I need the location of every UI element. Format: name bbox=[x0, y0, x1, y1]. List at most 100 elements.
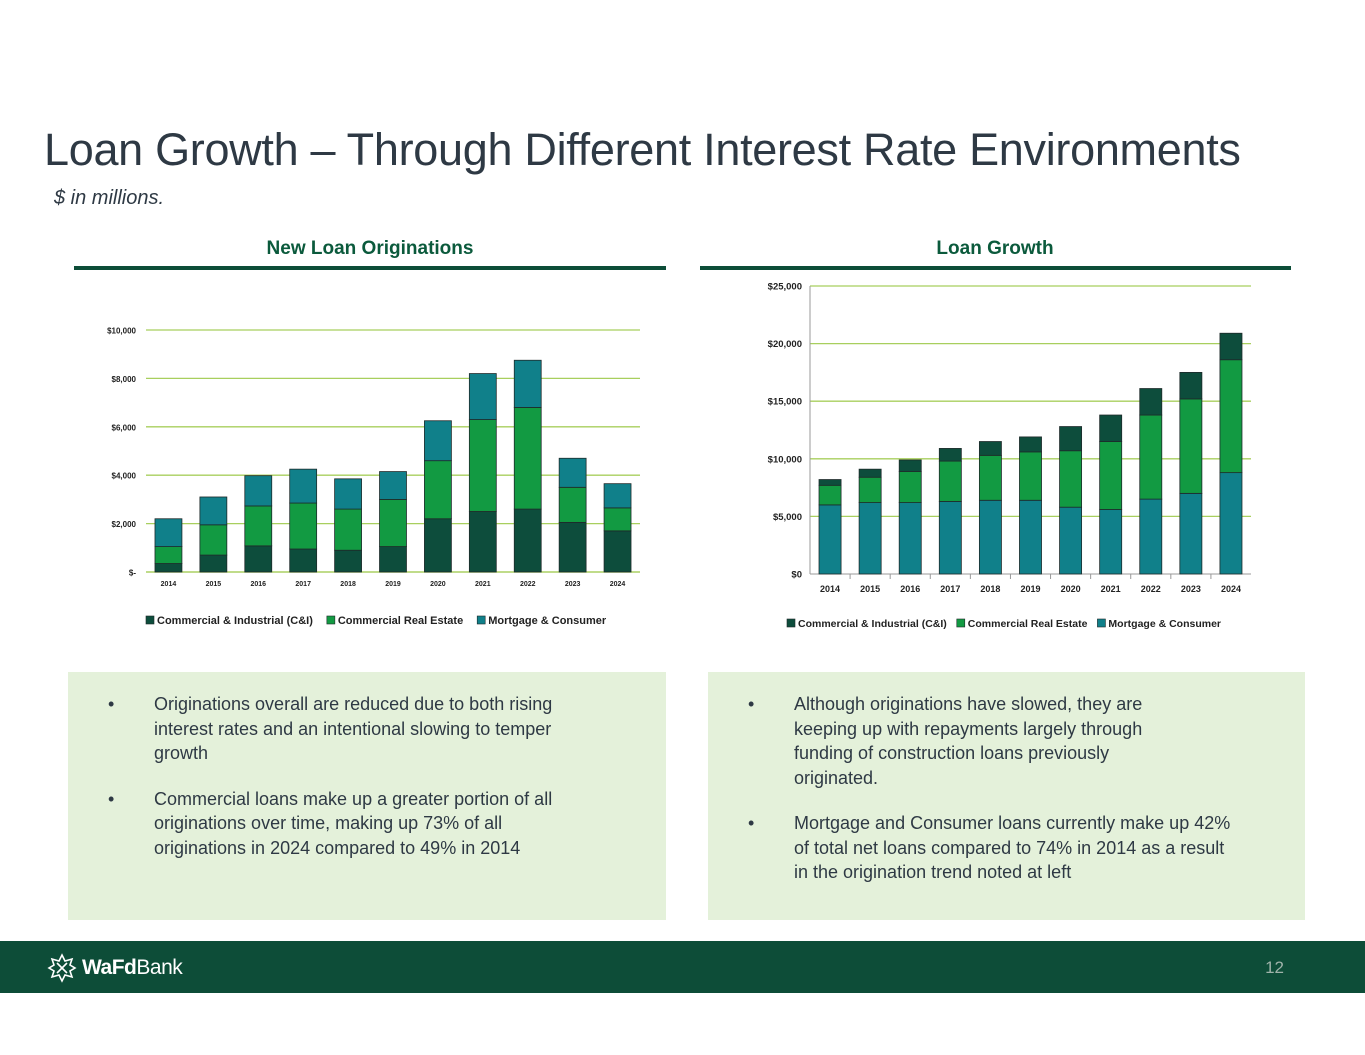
bullet-glyph: • bbox=[108, 788, 115, 809]
bar-segment bbox=[858, 476, 882, 503]
bar-segment bbox=[978, 454, 1002, 501]
bar-segment bbox=[858, 502, 882, 575]
legend-entry: Mortgage & Consumer bbox=[1108, 618, 1221, 630]
bar-segment bbox=[424, 460, 452, 520]
x-tick-label: 2016 bbox=[900, 584, 920, 594]
bar-segment bbox=[199, 524, 228, 556]
bar-segment bbox=[978, 441, 1002, 456]
y-tick-label: $20,000 bbox=[768, 339, 802, 350]
y-tick-label: $0 bbox=[791, 570, 802, 581]
bar-segment bbox=[1099, 441, 1123, 510]
bar-segment bbox=[468, 373, 497, 420]
brand-logo: WaFdBank bbox=[46, 952, 183, 984]
page-title: Loan Growth – Through Different Interest… bbox=[44, 124, 1241, 175]
bar-segment bbox=[1139, 388, 1163, 416]
bar-segment bbox=[1219, 472, 1243, 575]
y-tick-label: $4,000 bbox=[112, 472, 137, 481]
bar-segment bbox=[379, 498, 407, 547]
bar-segment bbox=[558, 486, 587, 523]
right-commentary-box: • Although originations have slowed, the… bbox=[708, 672, 1305, 920]
bar-segment bbox=[1099, 509, 1123, 575]
x-tick-label: 2014 bbox=[161, 581, 177, 588]
brand-name-rest: Bank bbox=[136, 956, 183, 979]
bar-segment bbox=[558, 457, 587, 488]
y-tick-label: $6,000 bbox=[112, 423, 137, 432]
bar-segment bbox=[334, 508, 362, 551]
legend-swatch bbox=[145, 615, 155, 625]
bar-segment bbox=[1059, 426, 1083, 452]
bar-segment bbox=[289, 502, 318, 550]
wafd-leaf-icon bbox=[47, 953, 77, 983]
bar-segment bbox=[424, 518, 452, 573]
x-tick-label: 2022 bbox=[520, 581, 536, 588]
y-tick-label: $8,000 bbox=[112, 375, 137, 384]
legend-entry: Mortgage & Consumer bbox=[488, 615, 607, 627]
bar-segment bbox=[898, 459, 922, 472]
x-tick-label: 2019 bbox=[385, 581, 401, 588]
bar-segment bbox=[1059, 450, 1083, 508]
bar-segment bbox=[334, 478, 362, 510]
x-tick-label: 2014 bbox=[820, 584, 840, 594]
legend-swatch bbox=[1097, 618, 1106, 628]
left-bullet-2-text: Commercial loans make up a greater porti… bbox=[154, 788, 553, 858]
chart-1-group: $0 $5,000 $10,000 $15,000 $20,000 $25,000 2014… bbox=[768, 282, 1251, 630]
bar-segment bbox=[818, 504, 842, 575]
x-tick-label: 2023 bbox=[565, 581, 581, 588]
bar-segment bbox=[603, 483, 632, 509]
x-tick-label: 2018 bbox=[980, 584, 1000, 594]
y-tick-label: $2,000 bbox=[112, 520, 137, 529]
left-bullet-1: • Originations overall are reduced due t… bbox=[108, 692, 630, 766]
y-tick-label: $10,000 bbox=[107, 327, 136, 336]
bar-segment bbox=[1059, 506, 1083, 575]
x-tick-label: 2021 bbox=[1101, 584, 1121, 594]
legend-entry: Commercial & Industrial (C&I) bbox=[798, 618, 947, 630]
y-tick-label: $- bbox=[129, 569, 136, 578]
bar-segment bbox=[424, 420, 452, 462]
left-panel-heading: New Loan Originations bbox=[266, 238, 474, 259]
bar-segment bbox=[379, 546, 407, 573]
legend-swatch bbox=[476, 615, 486, 625]
bar-segment bbox=[1139, 414, 1163, 500]
brand-name-bold: WaFd bbox=[82, 956, 137, 979]
left-panel-rule bbox=[74, 266, 666, 270]
bar-segment bbox=[898, 502, 922, 575]
right-bullet-1-text: Although originations have slowed, they … bbox=[794, 694, 1143, 788]
y-tick-label: $25,000 bbox=[768, 282, 802, 293]
bar-segment bbox=[199, 496, 228, 526]
bar-segment bbox=[978, 499, 1002, 575]
bar-segment bbox=[513, 508, 542, 573]
x-tick-label: 2016 bbox=[250, 581, 266, 588]
page-subtitle: $ in millions. bbox=[54, 187, 165, 209]
bar-segment bbox=[289, 468, 318, 504]
x-tick-label: 2018 bbox=[340, 581, 356, 588]
bar-segment bbox=[938, 448, 962, 462]
right-bullet-1: • Although originations have slowed, the… bbox=[748, 692, 1269, 790]
bar-segment bbox=[1139, 498, 1163, 575]
x-tick-label: 2017 bbox=[295, 581, 311, 588]
bar-segment bbox=[244, 475, 273, 507]
bar-segment bbox=[1019, 451, 1042, 501]
left-bullet-1-text: Originations overall are reduced due to … bbox=[154, 694, 553, 763]
bar-segment bbox=[468, 419, 497, 512]
chart-0-group: $- $2,000 $4,000 $6,000 $8,000 $10,000 2014 201… bbox=[107, 327, 640, 627]
bar-segment bbox=[1219, 359, 1243, 474]
x-tick-label: 2024 bbox=[1221, 584, 1241, 594]
left-bullet-2: • Commercial loans make up a greater por… bbox=[108, 787, 630, 861]
x-tick-label: 2017 bbox=[940, 584, 960, 594]
right-bullet-2-text: Mortgage and Consumer loans currently ma… bbox=[794, 813, 1231, 882]
left-commentary-box: • Originations overall are reduced due t… bbox=[68, 672, 666, 920]
x-tick-label: 2015 bbox=[860, 584, 880, 594]
legend-swatch bbox=[326, 615, 336, 625]
brand-name: WaFdBank bbox=[82, 956, 183, 980]
bar-segment bbox=[1179, 492, 1203, 575]
bullet-glyph: • bbox=[108, 694, 115, 714]
bar-segment bbox=[1179, 398, 1203, 494]
bar-segment bbox=[379, 471, 407, 500]
bar-segment bbox=[938, 501, 962, 575]
y-tick-label: $5,000 bbox=[773, 512, 802, 523]
legend-entry: Commercial Real Estate bbox=[338, 615, 463, 627]
right-panel-heading: Loan Growth bbox=[936, 238, 1054, 259]
bar-segment bbox=[513, 359, 542, 408]
x-tick-label: 2020 bbox=[430, 581, 446, 588]
